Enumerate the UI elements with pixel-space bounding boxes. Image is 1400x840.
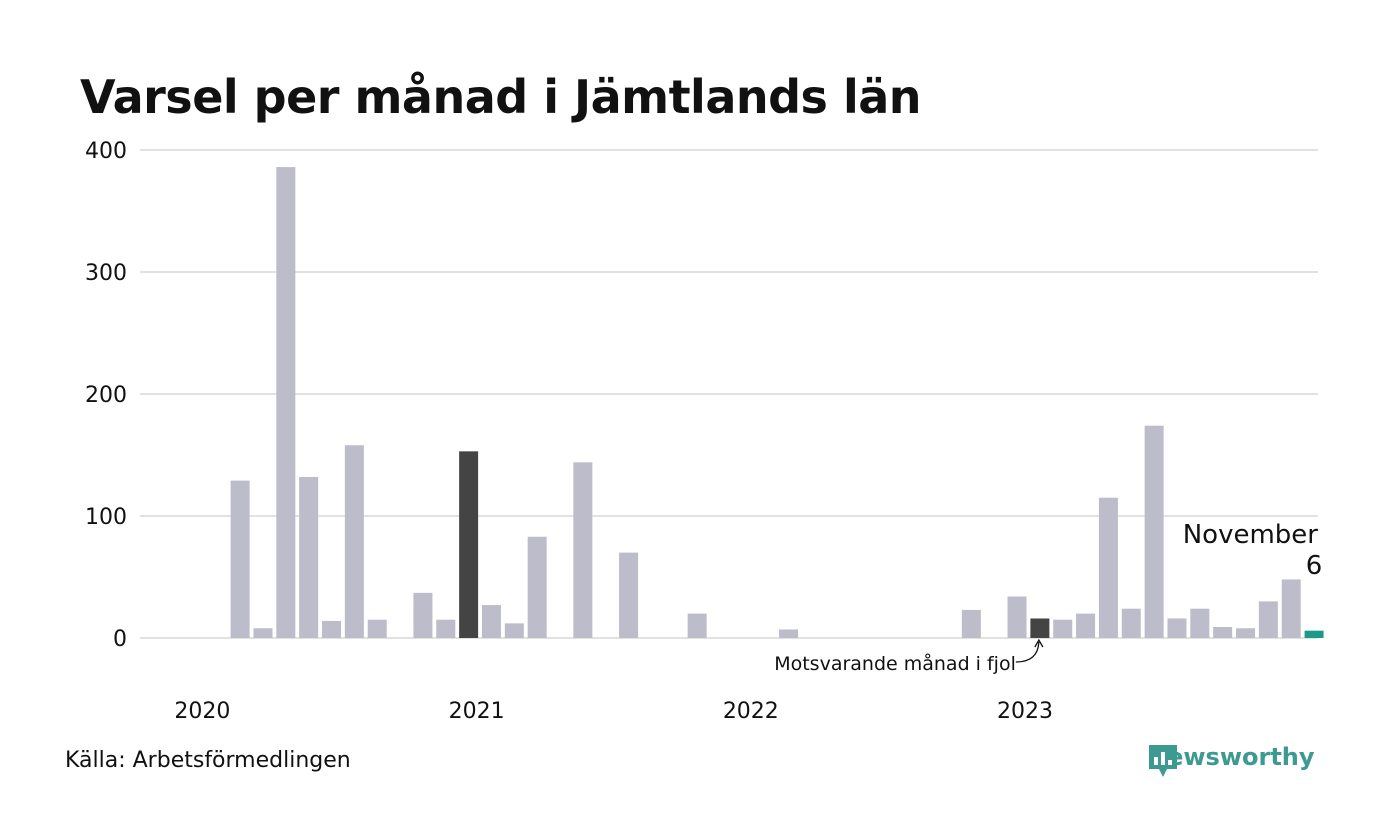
bar [527, 536, 547, 638]
x-axis-year-labels: 2020 2021 2022 2023 [174, 699, 1053, 724]
bar [344, 445, 364, 638]
x-tick-label: 2022 [723, 699, 779, 724]
y-tick-label: 400 [85, 139, 127, 164]
comparison-label: Motsvarande månad i fjol [774, 652, 1016, 675]
newsworthy-logo-icon [1149, 745, 1177, 777]
bar [1076, 613, 1096, 638]
current-month-label: November [1183, 520, 1319, 550]
bar [619, 552, 639, 638]
bar [276, 167, 296, 638]
bar [1236, 628, 1256, 638]
bar [504, 623, 524, 638]
y-tick-label: 100 [85, 505, 127, 530]
bar [413, 592, 433, 638]
bar [1053, 619, 1073, 638]
bar [299, 476, 319, 638]
bar [1304, 630, 1324, 638]
chart-title: Varsel per månad i Jämtlands län [80, 70, 922, 124]
x-tick-label: 2020 [174, 699, 230, 724]
brand-logo[interactable]: Newsworthy [1147, 743, 1315, 777]
bar [687, 613, 707, 638]
bar [481, 605, 501, 638]
bar [1258, 601, 1278, 638]
x-tick-label: 2021 [449, 699, 505, 724]
y-tick-label: 200 [85, 383, 127, 408]
source-note: Källa: Arbetsförmedlingen [65, 748, 351, 773]
y-tick-label: 0 [113, 627, 127, 652]
bar [1007, 596, 1027, 638]
bar [1167, 618, 1187, 638]
comparison-arrow [1015, 641, 1040, 663]
bar [961, 609, 981, 638]
bars [230, 167, 1324, 638]
bar [230, 480, 250, 638]
y-axis-ticks: 0 100 200 300 400 [85, 139, 127, 652]
bar [1030, 618, 1050, 638]
bar [253, 628, 273, 638]
current-value-label: 6 [1306, 551, 1323, 581]
bar [779, 629, 799, 638]
bar [1098, 497, 1118, 638]
x-tick-label: 2023 [997, 699, 1053, 724]
comparison-arrow-head [1034, 638, 1044, 648]
bar [436, 619, 456, 638]
bar [459, 451, 479, 638]
bar [367, 619, 387, 638]
bar [1121, 608, 1141, 638]
bar [322, 620, 342, 638]
y-tick-label: 300 [85, 261, 127, 286]
bar [1144, 425, 1164, 638]
bar [573, 462, 593, 638]
bar [1213, 627, 1233, 638]
bar [1190, 608, 1210, 638]
bar [1281, 579, 1301, 638]
